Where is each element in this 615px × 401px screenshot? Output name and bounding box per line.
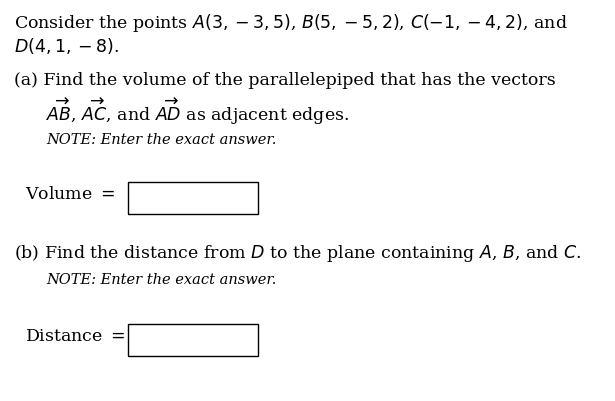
Text: $\overrightarrow{AB}$, $\overrightarrow{AC}$, and $\overrightarrow{AD}$ as adjac: $\overrightarrow{AB}$, $\overrightarrow{…	[46, 97, 349, 127]
Bar	[128, 182, 258, 215]
Text: Volume $=$: Volume $=$	[25, 186, 116, 203]
Text: NOTE: Enter the exact answer.: NOTE: Enter the exact answer.	[46, 133, 276, 147]
Text: (b) Find the distance from $D$ to the plane containing $A$, $B$, and $C$.: (b) Find the distance from $D$ to the pl…	[14, 242, 581, 263]
Text: Consider the points $A(3, -3, 5)$, $B(5, -5, 2)$, $C(-1, -4, 2)$, and: Consider the points $A(3, -3, 5)$, $B(5,…	[14, 12, 568, 34]
Text: Distance $=$: Distance $=$	[25, 327, 125, 344]
Text: $D(4, 1, -8)$.: $D(4, 1, -8)$.	[14, 36, 119, 56]
Bar	[128, 324, 258, 356]
Text: (a) Find the volume of the parallelepiped that has the vectors: (a) Find the volume of the parallelepipe…	[14, 72, 556, 89]
Text: NOTE: Enter the exact answer.: NOTE: Enter the exact answer.	[46, 272, 276, 286]
